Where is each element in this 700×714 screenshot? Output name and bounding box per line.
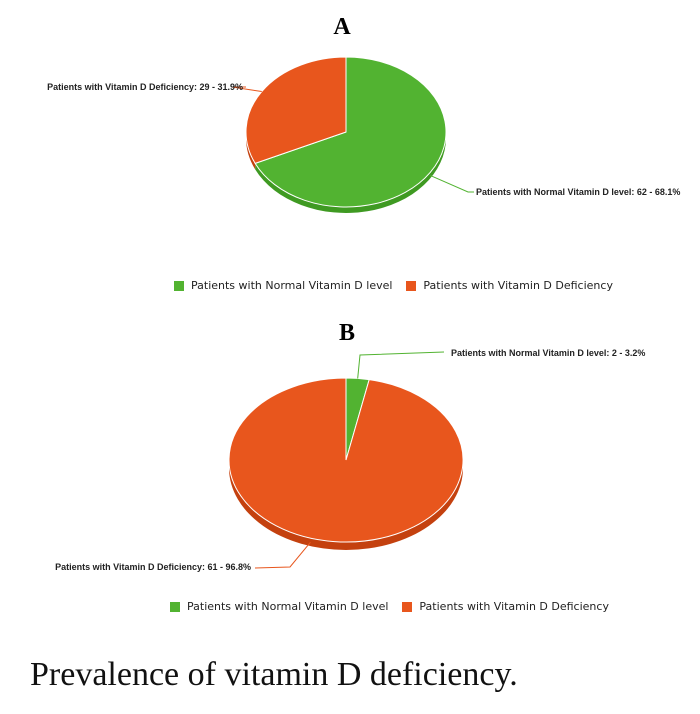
pie-b-slice-deficiency[interactable] xyxy=(228,377,464,543)
figure-caption: Prevalence of vitamin D deficiency. xyxy=(30,656,518,693)
legend-b-label-deficiency: Patients with Vitamin D Deficiency xyxy=(419,600,609,613)
legend-b-item-deficiency[interactable]: Patients with Vitamin D Deficiency xyxy=(402,600,609,613)
pie-b-leader-1 xyxy=(254,541,311,569)
panel-a-title: A xyxy=(333,14,351,40)
legend-b-label-normal: Patients with Normal Vitamin D level xyxy=(187,600,389,613)
legend-a-label-deficiency: Patients with Vitamin D Deficiency xyxy=(423,279,613,292)
legend-b-swatch-deficiency xyxy=(402,601,413,612)
pie-a-slice-normal[interactable] xyxy=(254,56,447,208)
legend-a-item-normal[interactable]: Patients with Normal Vitamin D level xyxy=(174,279,392,292)
legend-a-swatch-deficiency xyxy=(406,280,417,291)
pie-a-leader-1 xyxy=(231,86,262,93)
pie-chart-a: Patients with Normal Vitamin D level: 62… xyxy=(47,56,680,214)
pie-a-leader-0 xyxy=(430,174,474,193)
legend-a: Patients with Normal Vitamin D level Pat… xyxy=(174,279,627,292)
legend-b-item-normal[interactable]: Patients with Normal Vitamin D level xyxy=(170,600,388,613)
pie-b-data-label-0: Patients with Normal Vitamin D level: 2 … xyxy=(451,348,645,358)
legend-a-label-normal: Patients with Normal Vitamin D level xyxy=(191,279,393,292)
pie-a-slice-deficiency[interactable] xyxy=(245,56,347,164)
legend-b: Patients with Normal Vitamin D level Pat… xyxy=(170,600,623,613)
pie-chart-b: Patients with Normal Vitamin D level: 2 … xyxy=(55,348,645,572)
pie-b-leader-0 xyxy=(357,351,445,379)
pie-a-data-label-0: Patients with Normal Vitamin D level: 62… xyxy=(476,187,680,197)
panel-b-title: B xyxy=(338,320,355,346)
legend-a-item-deficiency[interactable]: Patients with Vitamin D Deficiency xyxy=(406,279,613,292)
pie-b-data-label-1: Patients with Vitamin D Deficiency: 61 -… xyxy=(55,562,251,572)
pie-a-data-label-1: Patients with Vitamin D Deficiency: 29 -… xyxy=(47,82,243,92)
legend-a-swatch-normal xyxy=(174,280,184,291)
legend-b-swatch-normal xyxy=(170,601,180,612)
